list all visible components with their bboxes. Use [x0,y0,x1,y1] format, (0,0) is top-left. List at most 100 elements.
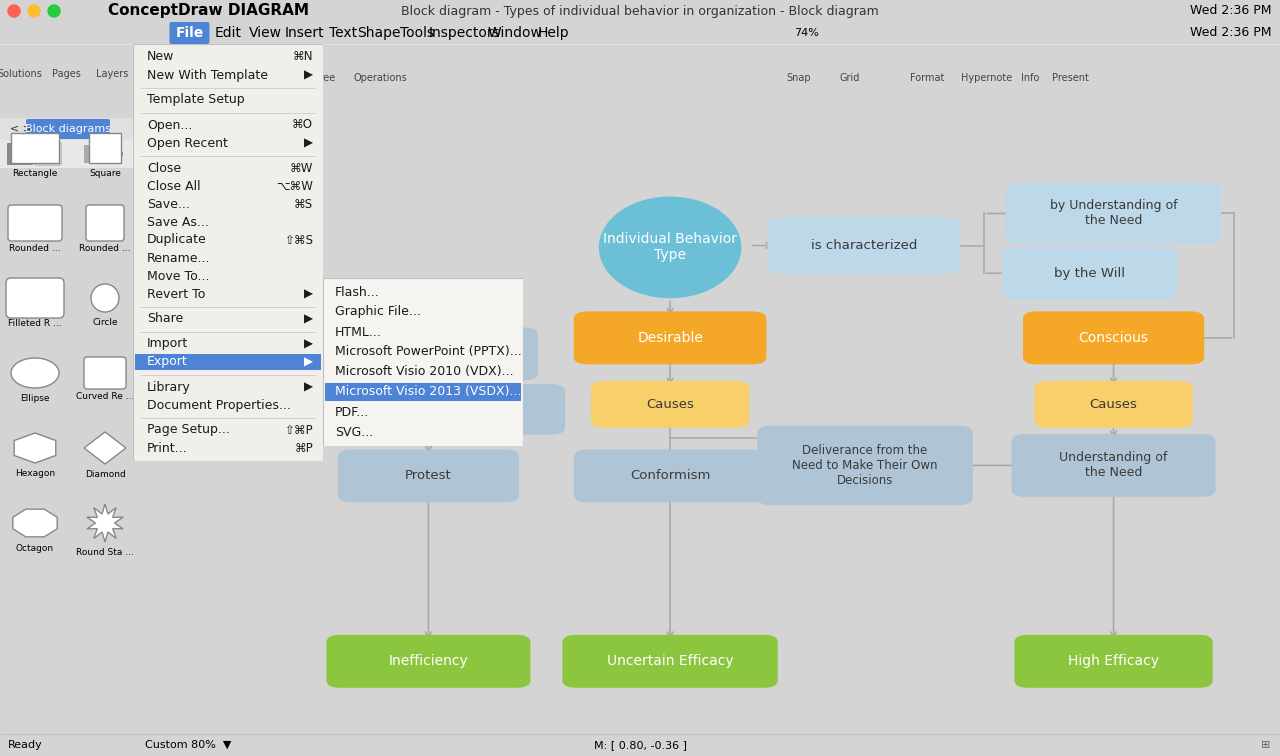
Text: Individual Behavior
Type: Individual Behavior Type [603,232,737,262]
Text: Snap: Snap [786,73,812,83]
Text: ▶: ▶ [305,380,314,394]
Text: ⌘N: ⌘N [293,51,314,64]
Text: Duplicate: Duplicate [147,234,207,246]
Text: Rapid Draw: Rapid Draw [187,73,243,83]
Ellipse shape [12,358,59,388]
Text: Format: Format [910,73,943,83]
Text: Layers: Layers [96,69,128,79]
Text: Help: Help [538,26,568,40]
FancyBboxPatch shape [86,205,124,241]
Text: Custom 80%  ▼: Custom 80% ▼ [145,740,232,750]
Text: Causes: Causes [1089,398,1138,411]
Bar [134,354,321,370]
Text: Smart: Smart [145,73,175,83]
Text: ▶: ▶ [305,69,314,82]
Circle shape [8,5,20,17]
Text: Tree: Tree [315,73,335,83]
FancyBboxPatch shape [6,143,33,165]
Text: Print...: Print... [147,442,188,454]
Text: Insert: Insert [285,26,324,40]
Text: Round Sta ...: Round Sta ... [76,548,134,557]
Text: Pages: Pages [51,69,81,79]
Text: ▶: ▶ [305,137,314,150]
Bar [12,133,59,163]
Polygon shape [87,504,123,542]
Text: Rename...: Rename... [147,252,210,265]
Text: Block diagram - Types of individual behavior in organization - Block diagram: Block diagram - Types of individual beha… [401,5,879,17]
FancyBboxPatch shape [1002,246,1178,299]
FancyBboxPatch shape [573,311,767,364]
FancyBboxPatch shape [35,143,61,165]
Text: Desirable: Desirable [637,331,703,345]
Text: Shape: Shape [357,26,401,40]
Text: Filleted R ...: Filleted R ... [8,319,61,328]
Text: Template Setup: Template Setup [147,94,244,107]
Text: ConceptDraw DIAGRAM: ConceptDraw DIAGRAM [108,4,308,18]
Text: Grid: Grid [840,73,860,83]
Text: Edit: Edit [214,26,242,40]
Text: Uncertain Efficacy: Uncertain Efficacy [607,654,733,668]
Text: Octagon: Octagon [15,544,54,553]
FancyBboxPatch shape [1034,381,1193,428]
FancyBboxPatch shape [573,449,767,503]
Polygon shape [84,432,125,464]
Text: Window: Window [488,26,541,40]
Text: Share: Share [147,312,183,326]
Text: ▶: ▶ [305,337,314,351]
FancyBboxPatch shape [362,327,538,380]
Text: M: [ 0.80, -0.36 ]: M: [ 0.80, -0.36 ] [594,740,686,750]
FancyBboxPatch shape [591,381,749,428]
FancyBboxPatch shape [758,426,973,505]
FancyBboxPatch shape [84,357,125,389]
FancyBboxPatch shape [6,278,64,318]
Text: Text: Text [329,26,357,40]
Text: Inefficiency: Inefficiency [389,654,468,668]
Text: Conscious: Conscious [1079,331,1148,345]
Bar [90,133,122,163]
FancyBboxPatch shape [1023,311,1204,364]
Text: Tools: Tools [401,26,434,40]
Text: PDF...: PDF... [335,405,369,419]
Text: Close: Close [147,162,182,175]
Text: Rectangle: Rectangle [13,169,58,178]
Text: ⊞: ⊞ [1261,740,1270,750]
Text: Info: Info [1021,73,1039,83]
Text: Curved Re ...: Curved Re ... [76,392,134,401]
Text: Solutions: Solutions [0,69,42,79]
Text: Relevance: Relevance [416,348,485,361]
Text: Open...: Open... [147,119,192,132]
Text: ⌘O: ⌘O [292,119,314,132]
Text: Microsoft Visio 2013 (VSDX)...: Microsoft Visio 2013 (VSDX)... [335,386,521,398]
Text: Save...: Save... [147,197,189,210]
Text: Microsoft Visio 2010 (VDX)...: Microsoft Visio 2010 (VDX)... [335,365,513,379]
Text: Chain: Chain [256,73,284,83]
Bar [0,118,140,140]
Text: New With Template: New With Template [147,69,268,82]
Text: ⌘S: ⌘S [294,197,314,210]
FancyBboxPatch shape [26,119,110,139]
Text: Library: Library [147,380,191,394]
Text: Close All: Close All [147,179,201,193]
Ellipse shape [91,284,119,312]
Text: Save As...: Save As... [147,215,209,228]
Bar [325,383,521,401]
Text: Document Properties...: Document Properties... [147,398,291,411]
Text: Flash...: Flash... [335,286,380,299]
Text: ▶: ▶ [305,312,314,326]
FancyBboxPatch shape [8,205,61,241]
FancyBboxPatch shape [768,217,960,274]
Text: by the Will: by the Will [1055,267,1125,280]
Circle shape [28,5,40,17]
Text: Causes: Causes [646,398,694,411]
Text: is characterized: is characterized [810,239,916,252]
Circle shape [49,5,60,17]
Text: Wed 2:36 PM: Wed 2:36 PM [1190,5,1272,17]
Ellipse shape [101,146,123,162]
Text: Revert To: Revert To [147,287,205,300]
Text: High Efficacy: High Efficacy [1068,654,1160,668]
Text: Protest: Protest [404,469,452,482]
Text: SVG...: SVG... [335,426,374,438]
Text: < >: < > [10,124,32,134]
Text: Understanding of
the Need: Understanding of the Need [1060,451,1167,479]
Text: by Understanding of
the Need: by Understanding of the Need [1050,200,1178,228]
